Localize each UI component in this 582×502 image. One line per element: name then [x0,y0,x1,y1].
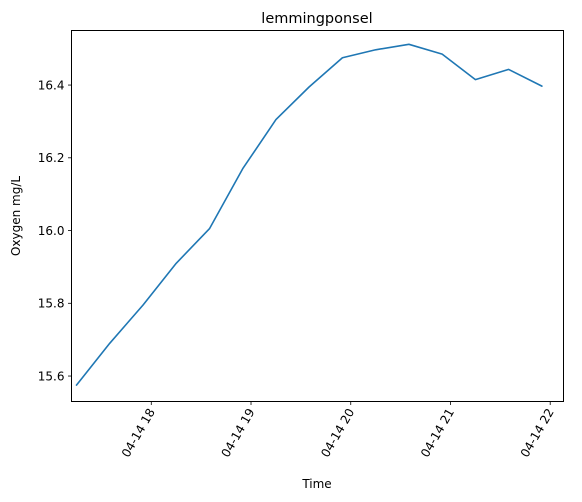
plot-frame [71,30,564,402]
y-tick-label: 15.6 [38,369,65,383]
y-axis-ticks: 15.6 15.8 16.0 16.2 16.4 [38,78,72,383]
y-tick-label: 15.8 [38,297,65,311]
y-tick-label: 16.0 [38,224,65,238]
y-axis-label: Oxygen mg/L [9,176,23,256]
plot-area [75,43,543,386]
series-line [75,43,543,386]
chart-title: lemmingponsel [261,11,372,27]
x-axis-label: Time [301,477,331,491]
y-tick-label: 16.2 [38,151,65,165]
y-tick-label: 16.4 [38,78,65,92]
